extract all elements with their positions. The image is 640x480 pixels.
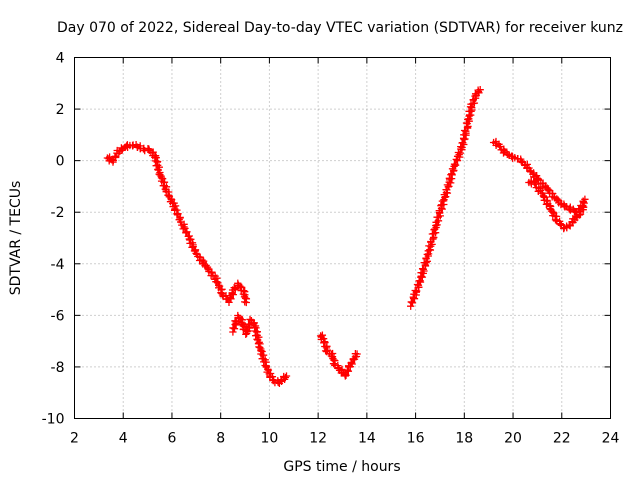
y-tick-label: 2 [56,102,65,118]
data-point [117,144,126,152]
data-point [353,350,361,358]
data-point [415,277,423,285]
data-point [320,339,328,347]
y-axis-label: SDTVAR / TECUs [8,181,24,296]
plot-frame [74,57,611,419]
x-tick-label: 14 [358,431,376,447]
y-tick-label: -8 [51,360,65,376]
x-tick-label: 22 [553,431,571,447]
x-axis-label: GPS time / hours [283,459,400,475]
data-point [499,149,508,157]
y-tick-labels: -10 -8 -6 -4 -2 0 2 4 [42,51,65,428]
data-point [511,154,519,162]
data-point [418,273,427,281]
y-tick-label: 4 [56,51,65,67]
data-point [230,283,238,292]
data-point [492,141,500,150]
x-tick-label: 8 [216,431,225,447]
grid-lines [74,57,611,419]
data-point [438,205,446,213]
data-point [278,377,286,385]
x-tick-labels: 2 4 6 8 10 12 14 16 18 20 22 24 [70,431,619,447]
axis-ticks [74,57,611,419]
x-tick-label: 12 [309,431,327,447]
series-arc-4 [407,86,484,310]
x-tick-label: 4 [119,431,128,447]
y-tick-label: -4 [51,257,65,273]
series-arc-3 [316,331,361,380]
series-arc-5 [489,137,589,216]
data-point [542,200,551,209]
x-tick-label: 18 [455,431,473,447]
data-point [575,207,584,215]
y-tick-label: 0 [56,154,65,170]
data-point [426,245,434,254]
data-point [231,285,239,293]
series-arc-6 [525,177,588,233]
x-tick-label: 16 [407,431,425,447]
data-point [264,365,272,373]
y-tick-label: -6 [51,308,65,324]
data-point [566,206,575,214]
data-marks [103,86,589,388]
data-point [241,294,250,302]
data-point [436,212,444,220]
x-tick-label: 6 [167,431,176,447]
data-point [227,295,235,303]
data-point [208,268,216,276]
data-point [581,195,589,203]
x-tick-label: 2 [70,431,79,447]
data-point [470,99,479,107]
series-arc-2 [229,311,291,388]
data-point [475,89,483,97]
data-point [408,299,417,307]
x-tick-label: 24 [602,431,620,447]
data-point [580,203,588,211]
data-point [476,86,484,94]
data-point [423,250,431,259]
data-point [282,372,291,380]
data-point [108,155,116,164]
data-point [239,290,248,298]
data-point [447,171,455,179]
data-point [468,104,476,112]
y-tick-label: -2 [51,205,65,221]
data-point [173,210,181,218]
data-point [451,161,460,169]
data-point [242,298,250,307]
data-point [183,228,191,236]
data-point [151,153,159,161]
chart-title: Day 070 of 2022, Sidereal Day-to-day VTE… [57,20,623,36]
x-tick-label: 20 [504,431,522,447]
x-tick-label: 10 [260,431,278,447]
series-arc-1 [103,141,251,307]
y-tick-label: -10 [42,412,65,428]
data-point [204,265,212,273]
data-point [171,202,180,210]
data-point [447,179,455,187]
